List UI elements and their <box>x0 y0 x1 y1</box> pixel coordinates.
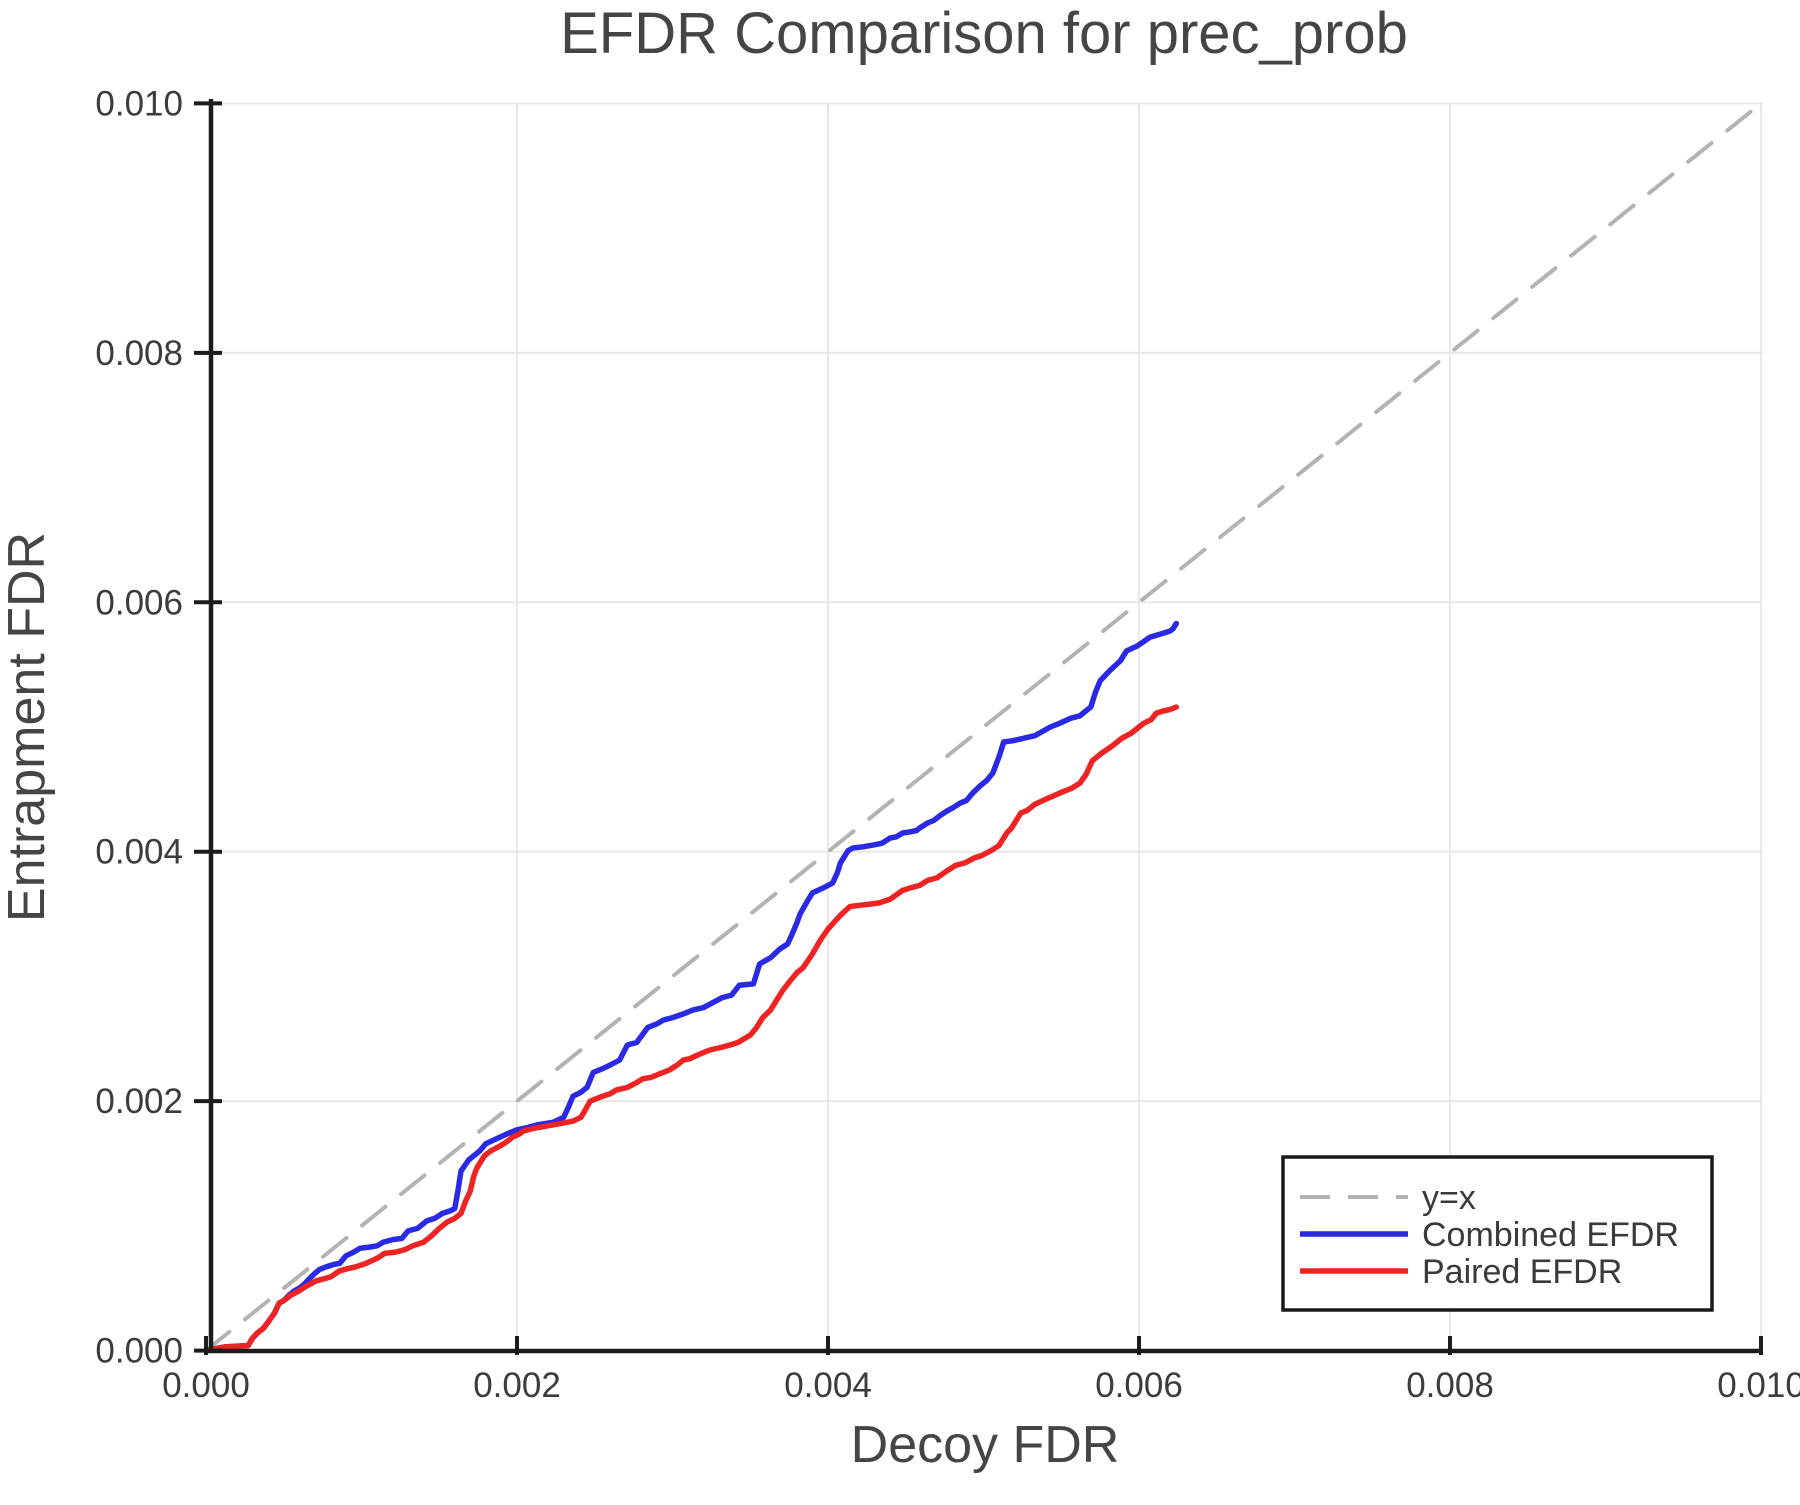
paired-efdr-line <box>203 704 1180 1354</box>
x-tick-label: 0.010 <box>1717 1366 1800 1405</box>
x-axis-label: Decoy FDR <box>851 1416 1120 1474</box>
x-tick-label: 0.002 <box>473 1366 561 1405</box>
tick-layer: 0.000 0.002 0.004 0.006 0.008 0.010 0.000 0.002… <box>95 84 1800 1405</box>
legend-row-combined: Combined EFDR <box>1300 1216 1679 1254</box>
y-tick-label: 0.000 <box>95 1332 183 1371</box>
x-tick-label: 0.004 <box>784 1366 872 1405</box>
chart-title: EFDR Comparison for prec_prob <box>560 1 1408 66</box>
legend-row-identity: y=x <box>1300 1179 1476 1217</box>
y-tick-label: 0.008 <box>95 334 183 373</box>
y-tick-label: 0.006 <box>95 583 183 622</box>
y-tick-label: 0.010 <box>95 84 183 123</box>
legend-label-paired: Paired EFDR <box>1422 1253 1622 1291</box>
x-tick-label: 0.000 <box>162 1366 250 1405</box>
y-axis-label: Entrapment FDR <box>0 532 56 922</box>
legend-label-combined: Combined EFDR <box>1422 1216 1679 1254</box>
x-tick-label: 0.006 <box>1095 1366 1183 1405</box>
identity-line <box>204 101 1763 1353</box>
legend-row-paired: Paired EFDR <box>1300 1253 1622 1291</box>
legend-label-identity: y=x <box>1422 1179 1476 1217</box>
series-layer <box>203 101 1763 1354</box>
combined-efdr-line <box>203 620 1180 1354</box>
grid-layer <box>206 102 1763 1351</box>
legend: y=x Combined EFDR Paired EFDR <box>1281 1155 1714 1312</box>
y-tick-label: 0.004 <box>95 833 183 872</box>
y-tick-label: 0.002 <box>95 1082 183 1121</box>
x-tick-label: 0.008 <box>1406 1366 1494 1405</box>
